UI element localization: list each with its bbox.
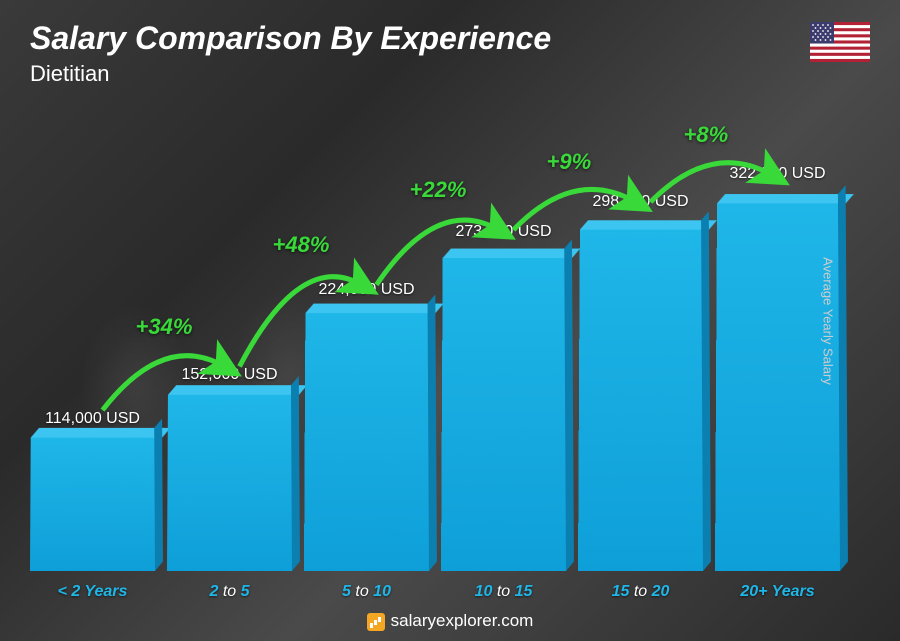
bar xyxy=(30,438,155,571)
category-label: 5 to 10 xyxy=(342,583,391,601)
us-flag-icon xyxy=(810,22,870,62)
bar-wrap: 152,000 USD2 to 5 xyxy=(167,366,292,571)
value-label: 224,000 USD xyxy=(318,281,414,299)
chart-subtitle: Dietitian xyxy=(30,61,551,87)
footer: salaryexplorer.com xyxy=(0,611,900,631)
bar-wrap: 224,000 USD5 to 10 xyxy=(304,281,429,571)
category-label: 20+ Years xyxy=(740,583,814,601)
logo-icon xyxy=(367,613,385,631)
pct-label: +22% xyxy=(410,177,467,203)
footer-text: salaryexplorer.com xyxy=(391,611,534,630)
pct-label: +34% xyxy=(136,314,193,340)
bar xyxy=(304,313,429,571)
value-label: 322,000 USD xyxy=(729,165,825,183)
category-label: 2 to 5 xyxy=(209,583,249,601)
pct-label: +9% xyxy=(547,149,592,175)
value-label: 298,000 USD xyxy=(592,193,688,211)
bar xyxy=(441,258,566,571)
category-label: 15 to 20 xyxy=(612,583,670,601)
value-label: 273,000 USD xyxy=(455,223,551,241)
chart-title: Salary Comparison By Experience xyxy=(30,20,551,57)
header: Salary Comparison By Experience Dietitia… xyxy=(30,20,551,87)
pct-label: +8% xyxy=(684,122,729,148)
bar xyxy=(578,230,703,571)
value-label: 152,000 USD xyxy=(181,366,277,384)
value-label: 114,000 USD xyxy=(45,410,140,428)
category-label: < 2 Years xyxy=(58,583,128,601)
y-axis-label: Average Yearly Salary xyxy=(821,257,836,385)
bar-wrap: 298,000 USD15 to 20 xyxy=(578,193,703,571)
bar xyxy=(167,394,292,571)
pct-label: +48% xyxy=(273,232,330,258)
bar-wrap: 114,000 USD< 2 Years xyxy=(30,410,155,571)
bar-wrap: 273,000 USD10 to 15 xyxy=(441,223,566,571)
category-label: 10 to 15 xyxy=(475,583,533,601)
